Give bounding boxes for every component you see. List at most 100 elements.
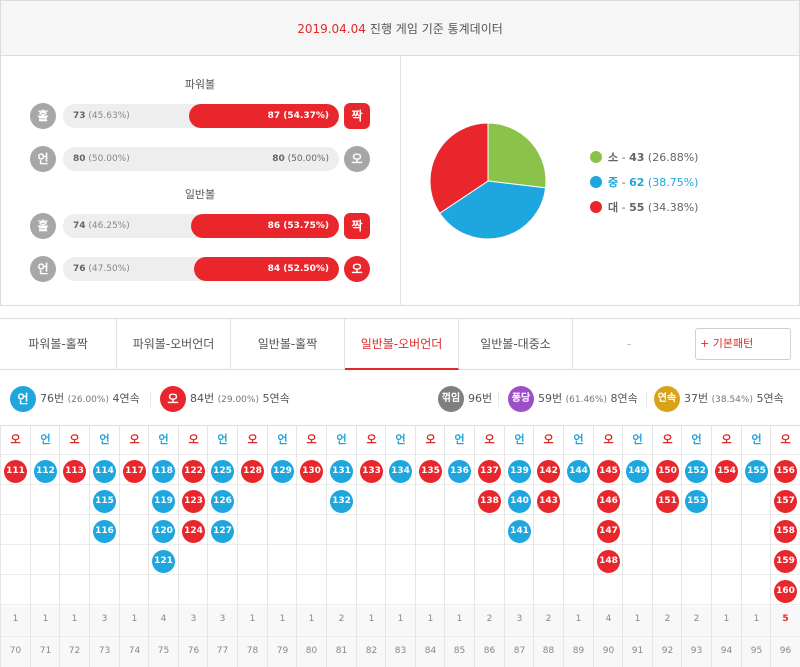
- tab-powerball-overunder[interactable]: 파워볼-오버언더: [117, 319, 231, 370]
- column-round: 73: [98, 646, 111, 656]
- round-ball: 126: [211, 490, 234, 513]
- stats-divider: [400, 56, 401, 306]
- round-ball: 111: [4, 460, 27, 483]
- column-count: 3: [190, 614, 197, 624]
- stats-header-text: 진행 게임 기준 통계데이터: [369, 22, 503, 36]
- column-round: 81: [335, 646, 348, 656]
- column-round: 84: [424, 646, 437, 656]
- odd-icon: 홀: [30, 213, 56, 239]
- round-ball: 151: [656, 490, 679, 513]
- column-type-label: 언: [454, 433, 465, 446]
- basic-pattern-button[interactable]: + 기본패턴: [695, 328, 791, 360]
- column-count: 1: [634, 614, 641, 624]
- round-ball: 132: [330, 490, 353, 513]
- summary-separator: [646, 391, 647, 407]
- powerball-even-fill: [188, 104, 339, 128]
- round-ball: 134: [389, 460, 412, 483]
- column-count: 1: [575, 614, 582, 624]
- column-round: 74: [128, 646, 141, 656]
- column-type-label: 오: [69, 433, 80, 446]
- pie-slice-1: [439, 180, 547, 240]
- round-ball: 142: [537, 460, 560, 483]
- round-ball: 118: [152, 460, 175, 483]
- column-type-label: 언: [573, 433, 584, 446]
- column-count: 1: [71, 614, 78, 624]
- column-count: 2: [545, 614, 552, 624]
- grid-column: 오 142 143 2 88: [533, 426, 563, 667]
- over-icon: 오: [344, 256, 370, 282]
- grid-column: 언 131 132 2 81: [326, 426, 356, 667]
- column-round: 96: [779, 646, 792, 656]
- tab-normalball-size[interactable]: 일반볼-대중소: [459, 319, 573, 370]
- column-type-label: 오: [603, 433, 614, 446]
- summary-streak: 연속 37번 (38.54%) 5연속: [654, 386, 784, 412]
- column-round: 78: [246, 646, 259, 656]
- bend-icon: 꺾임: [438, 386, 464, 412]
- tab-normalball-overunder[interactable]: 일반볼-오버언더: [345, 319, 459, 370]
- summary-separator: [498, 391, 499, 407]
- round-ball: 128: [241, 460, 264, 483]
- summary-under: 언 76번 (26.00%) 4연속: [10, 386, 140, 412]
- normalball-underover-bar: 76 (47.50%) 84 (52.50%): [63, 257, 339, 281]
- powerball-title: 파워볼: [184, 78, 216, 91]
- column-count: 4: [605, 614, 612, 624]
- column-type-label: 오: [662, 433, 673, 446]
- round-ball: 158: [774, 520, 797, 543]
- stats-header: [0, 0, 800, 56]
- round-ball: 140: [508, 490, 531, 513]
- round-ball: 127: [211, 520, 234, 543]
- round-ball: 131: [330, 460, 353, 483]
- column-round: 85: [453, 646, 466, 656]
- column-type-label: 오: [247, 433, 258, 446]
- column-round: 71: [39, 646, 52, 656]
- round-ball: 125: [211, 460, 234, 483]
- column-count: 1: [12, 614, 19, 624]
- round-ball: 115: [93, 490, 116, 513]
- column-type-label: 오: [10, 433, 21, 446]
- under-icon: 언: [10, 386, 36, 412]
- grid-column: 언 149 1 91: [622, 426, 652, 667]
- round-ball: 136: [448, 460, 471, 483]
- round-ball: 147: [597, 520, 620, 543]
- column-round: 76: [187, 646, 200, 656]
- grid-line: [0, 604, 800, 605]
- grid-column: 언 136 1 85: [444, 426, 474, 667]
- column-count: 2: [338, 614, 345, 624]
- grid-line: [0, 454, 800, 455]
- column-round: 94: [720, 646, 733, 656]
- summary-over: 오 84번 (29.00%) 5연속: [160, 386, 290, 412]
- powerball-even-stat: 87 (54.37%): [267, 111, 329, 121]
- round-ball: 155: [745, 460, 768, 483]
- grid-column: 언 114 115 116 3 73: [89, 426, 119, 667]
- grid-line: [0, 574, 800, 575]
- medium-dot-icon: [590, 176, 602, 188]
- powerball-underover-bar: 80 (50.00%) 80 (50.00%): [63, 147, 339, 171]
- normalball-even-fill: [190, 214, 339, 238]
- grid-column: 언 139 140 141 3 87: [504, 426, 534, 667]
- grid-line: [0, 514, 800, 515]
- round-ball: 130: [300, 460, 323, 483]
- normalball-odd-stat: 74 (46.25%): [73, 221, 130, 231]
- column-round: 72: [68, 646, 81, 656]
- grid-column: 오 137 138 2 86: [474, 426, 504, 667]
- legend-medium: 중 - 62 (38.75%): [590, 174, 698, 190]
- tab-normalball-oddeven[interactable]: 일반볼-홀짝: [231, 319, 345, 370]
- grid-column: 오 130 1 80: [296, 426, 326, 667]
- round-ball: 117: [123, 460, 146, 483]
- grid-line: [0, 544, 800, 545]
- column-type-label: 언: [632, 433, 643, 446]
- round-ball: 139: [508, 460, 531, 483]
- column-type-label: 언: [277, 433, 288, 446]
- tab-powerball-oddeven[interactable]: 파워볼-홀짝: [0, 319, 117, 370]
- round-ball: 135: [419, 460, 442, 483]
- normalball-over-fill: [194, 257, 339, 281]
- round-ball: 154: [715, 460, 738, 483]
- column-count: 1: [279, 614, 286, 624]
- column-type-label: 언: [40, 433, 51, 446]
- round-ball: 157: [774, 490, 797, 513]
- round-ball: 116: [93, 520, 116, 543]
- column-round: 79: [276, 646, 289, 656]
- pie-slice-2: [429, 122, 489, 214]
- column-count: 2: [693, 614, 700, 624]
- column-type-label: 오: [306, 433, 317, 446]
